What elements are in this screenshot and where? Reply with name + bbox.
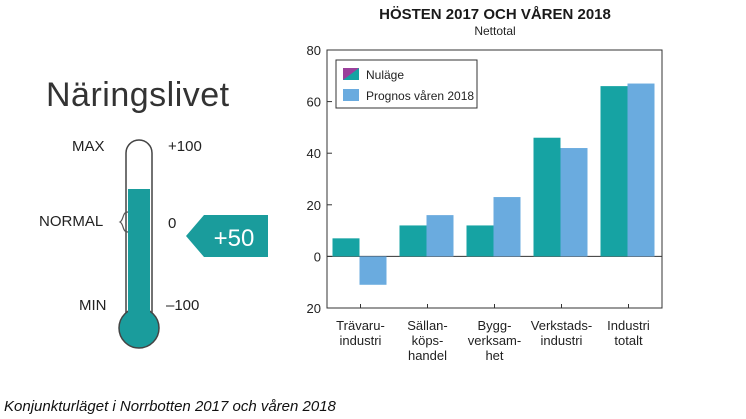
- x-tick-label: handel: [408, 348, 447, 363]
- y-tick-label: 40: [307, 146, 321, 161]
- y-tick-label: 20: [307, 198, 321, 213]
- x-tick-label: Bygg-: [478, 318, 512, 333]
- max-label: MAX: [72, 138, 105, 155]
- legend-box: [335, 59, 478, 109]
- y-tick-label: 80: [307, 43, 321, 58]
- legend-label-prognos: Prognos våren 2018: [366, 89, 474, 103]
- bar-nulage: [332, 238, 360, 257]
- bar-nulage: [533, 137, 561, 257]
- thermometer-graphic: +50: [118, 139, 268, 349]
- x-tick-label: industri: [340, 333, 382, 348]
- x-tick-label: Industri: [607, 318, 650, 333]
- y-tick-label: 0: [314, 249, 321, 264]
- normal-label: NORMAL: [39, 213, 104, 230]
- min-label: MIN: [79, 297, 107, 314]
- chart-title: HÖSTEN 2017 OCH VÅREN 2018: [379, 6, 611, 23]
- bar-prognos: [426, 215, 454, 257]
- x-tick-label: totalt: [614, 333, 643, 348]
- x-tick-label: Sällan-: [407, 318, 447, 333]
- x-tick-label: industri: [541, 333, 583, 348]
- y-tick-label: 60: [307, 95, 321, 110]
- bar-nulage: [466, 225, 494, 257]
- max-value: +100: [168, 138, 202, 155]
- x-tick-label: verksam-: [468, 333, 521, 348]
- x-tick-label: Trävaru-: [336, 318, 385, 333]
- legend-swatch-prognos: [343, 89, 359, 101]
- normal-value: 0: [168, 215, 177, 232]
- x-tick-label: het: [485, 348, 503, 363]
- indicator-value: +50: [214, 225, 255, 252]
- y-tick-label: 20: [307, 301, 321, 316]
- indicator-arrow: [186, 215, 268, 257]
- bar-prognos: [627, 83, 655, 257]
- left-panel-title: Näringslivet: [46, 76, 230, 114]
- x-tick-label: Verkstads-: [531, 318, 592, 333]
- bar-prognos: [359, 256, 387, 285]
- x-tick-label: köps-: [412, 333, 444, 348]
- chart-subtitle: Nettotal: [474, 24, 516, 38]
- bar-prognos: [560, 148, 588, 257]
- legend-swatch-accent: [343, 68, 359, 80]
- normal-bracket-icon: [118, 211, 129, 233]
- bar-nulage: [600, 86, 628, 257]
- min-value: –100: [166, 297, 200, 314]
- caption: Konjunkturläget i Norrbotten 2017 och vå…: [4, 398, 336, 415]
- legend-label-nulage: Nuläge: [366, 68, 404, 82]
- bar-chart: 80 60 40 20 0 20 Trävaru-industri Sällan-köps-h…: [307, 43, 663, 363]
- bar-prognos: [493, 197, 521, 257]
- bar-nulage: [399, 225, 427, 257]
